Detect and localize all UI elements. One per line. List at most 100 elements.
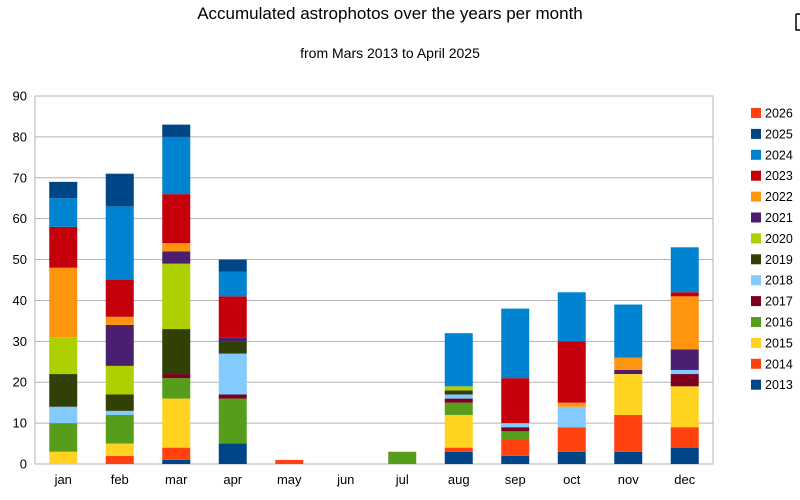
bar-apr-2025 [218, 259, 247, 272]
bar-apr-2016 [218, 398, 247, 444]
bar-mar-2016 [162, 378, 191, 399]
bar-apr-2013 [218, 443, 247, 464]
legend-label-2026: 2026 [765, 107, 793, 121]
bar-mar-2023 [162, 194, 191, 244]
bar-feb-2019 [105, 394, 134, 411]
y-tick-label: 50 [13, 252, 27, 267]
bar-feb-2024 [105, 206, 134, 280]
legend-label-2021: 2021 [765, 211, 793, 225]
bar-aug-2024 [444, 333, 473, 387]
bar-aug-2015 [444, 414, 473, 448]
y-tick-label: 80 [13, 129, 27, 144]
bar-nov-2024 [614, 304, 643, 358]
bar-jan-2025 [49, 181, 78, 199]
bar-aug-2014 [444, 447, 473, 452]
x-tick-label: jan [54, 472, 72, 487]
legend-label-2019: 2019 [765, 253, 793, 267]
legend-swatch-2013 [751, 379, 761, 390]
bar-jul-2016 [388, 451, 417, 464]
y-tick-label: 90 [13, 89, 27, 104]
bar-oct-2018 [557, 406, 586, 428]
bar-jan-2015 [49, 451, 78, 464]
legend-label-2020: 2020 [765, 232, 793, 246]
legend-label-2016: 2016 [765, 316, 793, 330]
legend-swatch-2019 [751, 254, 761, 265]
bar-sep-2017 [501, 427, 530, 432]
legend-swatch-2024 [751, 149, 761, 160]
legend: 2026 2025 2024 2023 2022 2021 2020 2019 2018 2017… [751, 107, 793, 392]
bar-oct-2023 [557, 341, 586, 403]
bar-aug-2016 [444, 402, 473, 415]
bar-feb-2015 [105, 443, 134, 456]
x-tick-label: oct [563, 472, 581, 487]
bar-jan-2019 [49, 374, 78, 407]
y-tick-label: 30 [13, 334, 27, 349]
bar-sep-2013 [501, 455, 530, 464]
legend-label-2022: 2022 [765, 190, 793, 204]
bar-apr-2024 [218, 271, 247, 297]
bar-feb-2016 [105, 414, 134, 444]
bar-mar-2025 [162, 124, 191, 137]
bar-dec-2014 [670, 427, 699, 448]
legend-swatch-2022 [751, 191, 761, 202]
bar-mar-2019 [162, 329, 191, 375]
x-tick-label: sep [505, 472, 526, 487]
x-tick-label: jun [336, 472, 354, 487]
legend-swatch-2023 [751, 170, 761, 181]
y-tick-label: 70 [13, 170, 27, 185]
bar-jan-2024 [49, 198, 78, 227]
legend-swatch-2021 [751, 212, 761, 223]
bar-jan-2018 [49, 406, 78, 424]
bar-may-2014 [275, 459, 304, 464]
bar-nov-2014 [614, 414, 643, 452]
corner-icon [795, 13, 800, 31]
legend-label-2017: 2017 [765, 295, 793, 309]
bar-mar-2022 [162, 243, 191, 252]
x-tick-label: dec [674, 472, 695, 487]
bar-nov-2021 [614, 369, 643, 375]
legend-label-2013: 2013 [765, 378, 793, 392]
bar-mar-2013 [162, 459, 191, 464]
bar-oct-2022 [557, 402, 586, 407]
bar-mar-2021 [162, 251, 191, 264]
legend-label-2024: 2024 [765, 148, 793, 162]
bar-jan-2020 [49, 337, 78, 375]
bar-sep-2023 [501, 378, 530, 424]
bar-nov-2022 [614, 357, 643, 370]
bar-dec-2021 [670, 349, 699, 370]
bar-jan-2022 [49, 267, 78, 338]
y-tick-label: 0 [20, 457, 27, 472]
plot-area: 0 10 20 30 40 50 60 70 80 90 jan feb mar apr may jun jul… [13, 89, 714, 487]
bar-feb-2021 [105, 324, 134, 366]
x-tick-label: mar [165, 472, 188, 487]
bar-sep-2014 [501, 439, 530, 456]
y-tick-label: 20 [13, 375, 27, 390]
bar-dec-2017 [670, 374, 699, 387]
x-tick-label: jul [395, 472, 409, 487]
legend-label-2023: 2023 [765, 169, 793, 183]
bar-jan-2023 [49, 226, 78, 268]
bar-oct-2014 [557, 427, 586, 452]
legend-swatch-2018 [751, 275, 761, 286]
y-tick-label: 10 [13, 416, 27, 431]
bar-feb-2023 [105, 280, 134, 317]
x-tick-label: feb [111, 472, 129, 487]
x-tick-label: may [277, 472, 302, 487]
bar-feb-2025 [105, 173, 134, 207]
bar-aug-2017 [444, 398, 473, 403]
legend-swatch-2020 [751, 233, 761, 244]
bar-mar-2015 [162, 398, 191, 448]
bar-nov-2015 [614, 374, 643, 415]
legend-label-2015: 2015 [765, 336, 793, 350]
bar-nov-2013 [614, 451, 643, 464]
bar-jan-2016 [49, 423, 78, 452]
x-tick-label: aug [448, 472, 470, 487]
bar-apr-2019 [218, 341, 247, 354]
legend-swatch-2016 [751, 317, 761, 327]
bar-apr-2018 [218, 353, 247, 395]
legend-swatch-2014 [751, 358, 761, 369]
bar-dec-2022 [670, 296, 699, 350]
legend-label-2018: 2018 [765, 274, 793, 288]
y-tick-label: 60 [13, 211, 27, 226]
